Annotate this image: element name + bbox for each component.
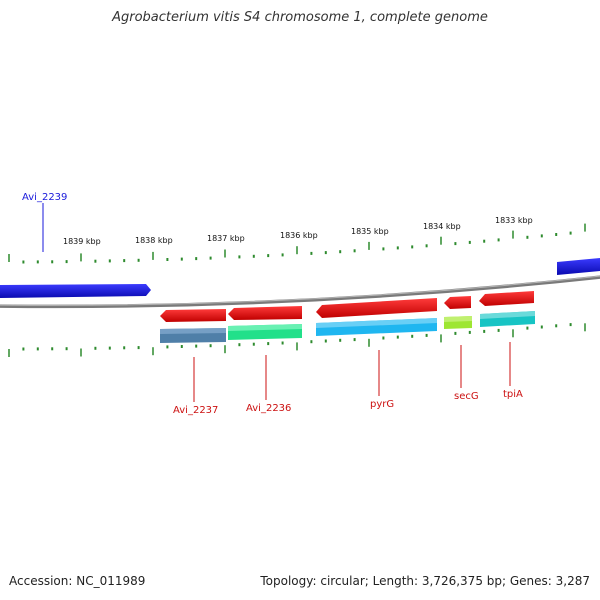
gene-label-avi2239[interactable]: Avi_2239 — [22, 192, 67, 203]
scale-label-1836: 1836 kbp — [280, 231, 318, 240]
gene-arrow-right-edge[interactable] — [557, 258, 600, 275]
gene-arrow-secg[interactable] — [444, 296, 471, 309]
gene-label-avi2236[interactable]: Avi_2236 — [246, 403, 291, 414]
accession-text: Accession: NC_011989 — [9, 574, 146, 588]
gene-label-tpia[interactable]: tpiA — [503, 389, 523, 400]
gene-labels: Avi_2239 Avi_2237 Avi_2236 pyrG secG tpi… — [22, 192, 523, 416]
gene-arrow-avi2239[interactable] — [0, 284, 151, 298]
gene-arrow-avi2236[interactable] — [228, 306, 302, 320]
scale-label-1833: 1833 kbp — [495, 216, 533, 225]
gene-arrow-avi2237[interactable] — [160, 309, 226, 322]
lower-tick-row — [8, 323, 586, 357]
gene-arrow-tpia[interactable] — [479, 291, 534, 306]
scale-label-1834: 1834 kbp — [423, 222, 461, 231]
gene-label-avi2237[interactable]: Avi_2237 — [173, 405, 218, 416]
scale-label-1835: 1835 kbp — [351, 227, 389, 236]
page-title: Agrobacterium vitis S4 chromosome 1, com… — [112, 10, 488, 25]
genome-backbone — [0, 275, 600, 309]
gene-label-pyrg[interactable]: pyrG — [370, 399, 394, 410]
scale-label-1838: 1838 kbp — [135, 236, 173, 245]
cog-bars — [160, 311, 535, 343]
scale-label-1839: 1839 kbp — [63, 237, 101, 246]
gene-arrow-pyrg[interactable] — [316, 298, 437, 318]
upper-tick-row — [8, 223, 586, 264]
scale-labels: 1839 kbp 1838 kbp 1837 kbp 1836 kbp 1835… — [63, 216, 533, 246]
gene-leaders — [42, 203, 511, 402]
gene-label-secg[interactable]: secG — [454, 391, 479, 402]
genome-summary-text: Topology: circular; Length: 3,726,375 bp… — [260, 574, 590, 588]
scale-label-1837: 1837 kbp — [207, 234, 245, 243]
